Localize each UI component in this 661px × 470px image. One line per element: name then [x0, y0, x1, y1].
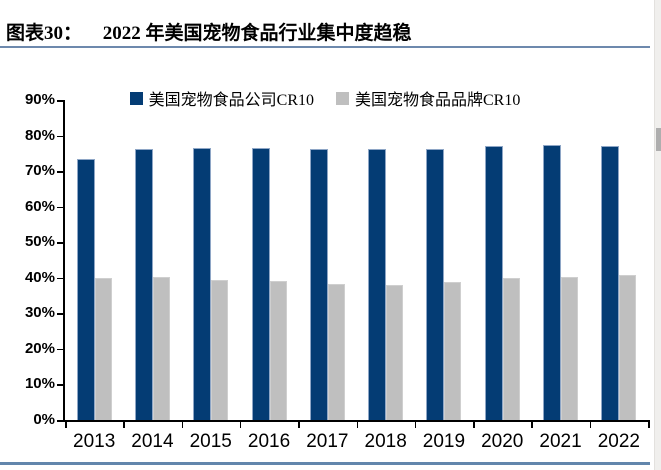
y-axis-tick: [57, 135, 63, 138]
title-underline-rule: [0, 46, 650, 48]
y-axis-tick-label: 20%: [24, 339, 55, 357]
x-axis-tick-label: 2016: [247, 431, 291, 452]
x-axis-tick-label: 2014: [131, 431, 174, 452]
bar-brand-2016: [269, 281, 287, 420]
y-axis-tick: [57, 348, 63, 351]
scrollbar-thumb[interactable]: [656, 128, 661, 151]
x-axis-tick-label: 2015: [189, 431, 232, 452]
x-axis-tick: [414, 422, 417, 428]
bar-company-2020: [484, 146, 503, 420]
bar-company-2017: [309, 149, 328, 420]
legend-item-company-cr10: 美国宠物食品公司CR10: [129, 86, 314, 110]
legend-swatch-icon: [336, 91, 349, 105]
figure-title-row: 图表30： 2022 年美国宠物食品行业集中度趋稳: [6, 18, 646, 44]
y-axis-tick: [57, 277, 63, 280]
x-axis-tick: [239, 422, 242, 428]
bar-brand-2019: [444, 282, 462, 420]
y-axis-tick-label: 30%: [24, 304, 55, 322]
legend-label: 美国宠物食品品牌CR10: [355, 92, 521, 109]
x-axis-tick: [123, 422, 125, 428]
bar-brand-2022: [619, 275, 637, 420]
bar-brand-2013: [94, 278, 112, 420]
y-axis-tick: [57, 242, 63, 244]
y-axis-tick: [57, 313, 63, 315]
bar-brand-2020: [502, 277, 520, 420]
scrollbar-track[interactable]: [654, 0, 661, 470]
y-axis-tick: [57, 420, 63, 422]
y-axis-tick: [57, 384, 63, 386]
bar-brand-2021: [561, 277, 579, 420]
x-axis-tick-label: 2017: [306, 431, 349, 452]
x-axis-tick: [181, 422, 184, 428]
y-axis-line: [63, 100, 65, 422]
y-axis-tick-label: 90%: [24, 91, 55, 108]
bar-company-2014: [134, 149, 153, 420]
bar-company-2018: [368, 149, 387, 420]
y-axis-tick: [57, 100, 63, 102]
bar-brand-2017: [327, 283, 345, 420]
bottom-divider-rule: [0, 462, 650, 465]
bar-company-2013: [76, 158, 95, 420]
figure-title: 2022 年美国宠物食品行业集中度趋稳: [102, 23, 412, 44]
x-axis-tick: [531, 422, 533, 428]
x-axis-line: [63, 420, 650, 422]
chart-legend: 美国宠物食品公司CR10 美国宠物食品品牌CR10: [0, 86, 650, 110]
y-axis-tick-label: 50%: [24, 233, 55, 251]
figure-number-label: 图表30：: [6, 23, 83, 44]
legend-item-brand-cr10: 美国宠物食品品牌CR10: [336, 86, 520, 110]
x-axis-tick: [473, 422, 475, 428]
x-axis-tick: [298, 422, 300, 428]
bar-company-2015: [193, 147, 212, 420]
y-axis-tick-label: 80%: [24, 126, 55, 144]
bar-company-2021: [543, 144, 562, 420]
bar-company-2019: [426, 149, 445, 420]
legend-label: 美国宠物食品公司CR10: [148, 92, 314, 109]
bar-brand-2018: [386, 284, 404, 420]
bar-company-2022: [601, 145, 620, 420]
y-axis-tick-label: 10%: [24, 375, 55, 393]
x-axis-tick: [65, 422, 67, 428]
bar-brand-2014: [152, 277, 170, 420]
y-axis-tick-label: 60%: [24, 197, 55, 215]
y-axis-tick: [57, 171, 63, 173]
y-axis-tick-label: 0%: [33, 411, 55, 428]
bar-brand-2015: [211, 279, 229, 420]
x-axis-tick-label: 2019: [422, 431, 466, 452]
bar-company-2016: [251, 148, 270, 420]
y-axis-tick: [57, 206, 63, 209]
x-axis-tick: [648, 422, 650, 428]
x-axis-tick: [356, 422, 358, 428]
y-axis-tick-label: 40%: [24, 268, 55, 286]
legend-swatch-icon: [129, 91, 143, 105]
x-axis-tick-label: 2013: [73, 431, 116, 452]
x-axis-tick-label: 2018: [364, 431, 407, 452]
x-axis-tick-label: 2021: [539, 431, 582, 452]
x-axis-tick-label: 2020: [481, 431, 524, 452]
y-axis-tick-label: 70%: [24, 162, 55, 180]
x-axis-tick: [589, 422, 592, 428]
x-axis-tick-label: 2022: [597, 431, 640, 452]
